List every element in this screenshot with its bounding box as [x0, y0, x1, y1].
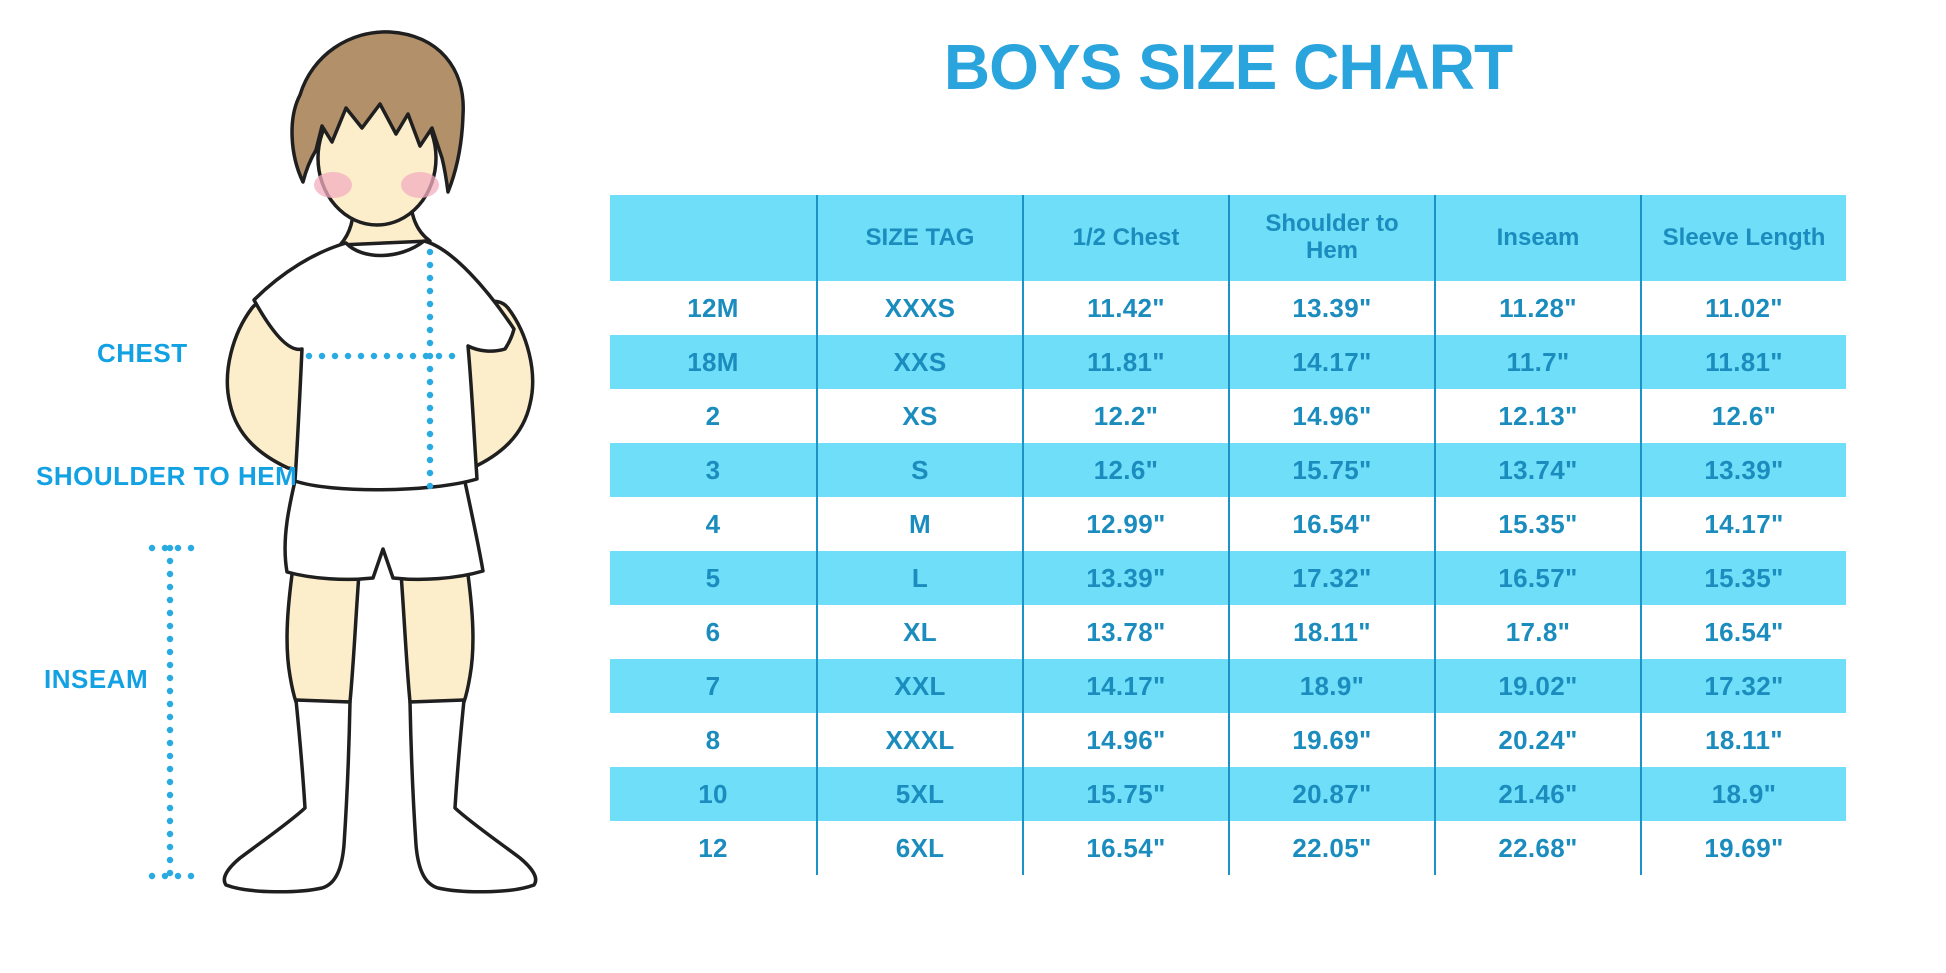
cell-value: 15.35": [1640, 551, 1846, 605]
cell-value: 14.96": [1022, 713, 1228, 767]
cell-value: 13.39": [1640, 443, 1846, 497]
cell-value: 17.32": [1228, 551, 1434, 605]
row-size-label: 3: [610, 443, 816, 497]
left-cheek: [314, 172, 352, 198]
cell-value: 11.7": [1434, 335, 1640, 389]
cell-value: 19.69": [1228, 713, 1434, 767]
shorts: [283, 466, 485, 582]
cell-value: 18.11": [1228, 605, 1434, 659]
row-size-label: 18M: [610, 335, 816, 389]
cell-value: 18.9": [1228, 659, 1434, 713]
cell-value: 12.13": [1434, 389, 1640, 443]
cell-value: 15.35": [1434, 497, 1640, 551]
right-cheek: [401, 172, 439, 198]
cell-value: S: [816, 443, 1022, 497]
cell-value: 14.96": [1228, 389, 1434, 443]
cell-value: 13.39": [1228, 281, 1434, 335]
right-sock: [408, 698, 538, 894]
hair: [290, 30, 465, 194]
cell-value: 11.81": [1022, 335, 1228, 389]
cell-value: XXXS: [816, 281, 1022, 335]
cell-value: 5XL: [816, 767, 1022, 821]
row-size-label: 12: [610, 821, 816, 875]
cell-value: 18.9": [1640, 767, 1846, 821]
cell-value: 17.32": [1640, 659, 1846, 713]
row-size-label: 12M: [610, 281, 816, 335]
cell-value: 16.54": [1022, 821, 1228, 875]
cell-value: XXS: [816, 335, 1022, 389]
cell-value: 18.11": [1640, 713, 1846, 767]
cell-value: 20.24": [1434, 713, 1640, 767]
right-leg: [398, 558, 475, 704]
row-size-label: 4: [610, 497, 816, 551]
row-size-label: 6: [610, 605, 816, 659]
cell-value: 20.87": [1228, 767, 1434, 821]
inseam-label: INSEAM: [44, 664, 149, 694]
column-header: [610, 195, 816, 281]
cell-value: 16.57": [1434, 551, 1640, 605]
column-header: 1/2 Chest: [1022, 195, 1228, 281]
cell-value: 19.02": [1434, 659, 1640, 713]
cell-value: 12.6": [1022, 443, 1228, 497]
cell-value: 15.75": [1022, 767, 1228, 821]
cell-value: 22.05": [1228, 821, 1434, 875]
shoulder-to-hem-label: SHOULDER TO HEM: [36, 461, 298, 491]
cell-value: 13.74": [1434, 443, 1640, 497]
cell-value: M: [816, 497, 1022, 551]
row-size-label: 8: [610, 713, 816, 767]
size-chart-table: SIZE TAG 1/2 Chest Shoulder to Hem Inseam Sl…: [610, 195, 1846, 875]
cell-value: XXL: [816, 659, 1022, 713]
row-size-label: 10: [610, 767, 816, 821]
cell-value: XS: [816, 389, 1022, 443]
row-size-label: 7: [610, 659, 816, 713]
boy-measurement-illustration: [148, 30, 538, 894]
cell-value: 17.8": [1434, 605, 1640, 659]
column-header: Inseam: [1434, 195, 1640, 281]
cell-value: 12.6": [1640, 389, 1846, 443]
cell-value: 22.68": [1434, 821, 1640, 875]
cell-value: 11.81": [1640, 335, 1846, 389]
cell-value: 15.75": [1228, 443, 1434, 497]
cell-value: XL: [816, 605, 1022, 659]
cell-value: 13.39": [1022, 551, 1228, 605]
cell-value: 12.2": [1022, 389, 1228, 443]
cell-value: 11.28": [1434, 281, 1640, 335]
cell-value: 13.78": [1022, 605, 1228, 659]
t-shirt: [252, 239, 516, 492]
chest-label: CHEST: [97, 338, 188, 368]
cell-value: 16.54": [1640, 605, 1846, 659]
cell-value: 19.69": [1640, 821, 1846, 875]
cell-value: 12.99": [1022, 497, 1228, 551]
cell-value: 14.17": [1022, 659, 1228, 713]
left-leg: [285, 558, 362, 704]
cell-value: 11.42": [1022, 281, 1228, 335]
cell-value: 11.02": [1640, 281, 1846, 335]
cell-value: 21.46": [1434, 767, 1640, 821]
cell-value: XXXL: [816, 713, 1022, 767]
column-header: Sleeve Length: [1640, 195, 1846, 281]
page-title: BOYS SIZE CHART: [943, 31, 1513, 103]
cell-value: 14.17": [1640, 497, 1846, 551]
cell-value: 16.54": [1228, 497, 1434, 551]
row-size-label: 2: [610, 389, 816, 443]
row-size-label: 5: [610, 551, 816, 605]
cell-value: 6XL: [816, 821, 1022, 875]
cell-value: 14.17": [1228, 335, 1434, 389]
cell-value: L: [816, 551, 1022, 605]
left-sock: [222, 698, 352, 894]
column-header: SIZE TAG: [816, 195, 1022, 281]
column-header: Shoulder to Hem: [1228, 195, 1434, 281]
